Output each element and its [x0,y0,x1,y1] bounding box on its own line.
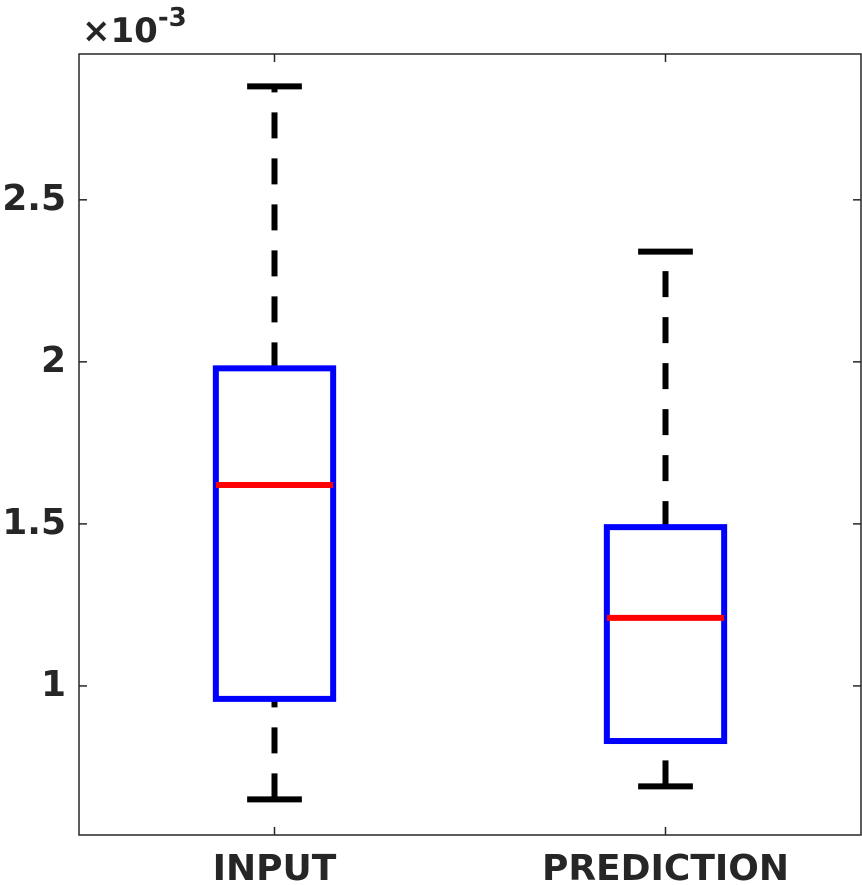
x-tick-label: INPUT [213,848,337,885]
multiplier-base: ×10 [82,11,158,51]
multiplier-exponent: -3 [158,3,187,33]
y-tick-label: 2.5 [2,178,66,219]
y-tick-label: 1 [41,664,66,705]
plot-frame [78,53,862,836]
y-multiplier: ×10-3 [82,3,187,51]
box [212,365,337,702]
y-tick-label: 2 [41,340,66,381]
y-tick-label: 1.5 [2,502,66,543]
x-tick-label: PREDICTION [542,848,789,885]
box [603,524,728,745]
